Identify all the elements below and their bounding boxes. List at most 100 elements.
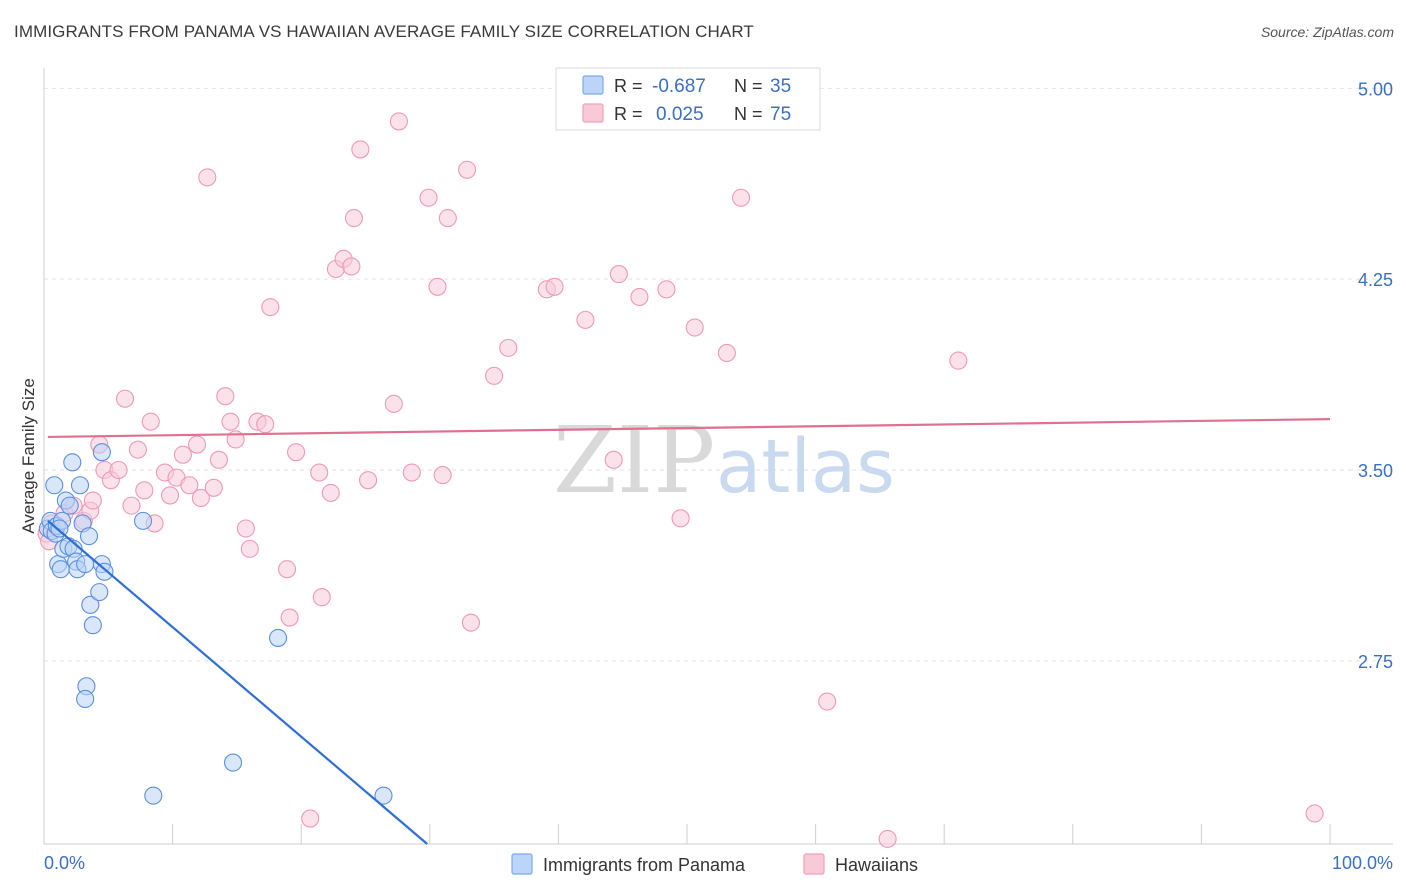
point-0-3: [45, 476, 64, 495]
point-0-28: [95, 562, 114, 581]
point-1-47: [359, 471, 378, 490]
point-1-65: [657, 280, 676, 299]
point-1-26: [209, 450, 228, 469]
point-0-25: [90, 583, 109, 602]
legend-r-label-panama: R =: [614, 76, 643, 96]
point-1-21: [180, 476, 199, 495]
series-0-points: [38, 443, 393, 805]
y-tick-label-0: 2.75: [1358, 652, 1393, 672]
point-1-70: [818, 692, 837, 711]
data-points: [37, 112, 1324, 848]
legend-r-label-hawaiians: R =: [614, 104, 643, 124]
y-tick-labels: 2.75 3.50 4.25 5.00: [1358, 79, 1393, 671]
point-1-45: [344, 209, 363, 228]
point-1-56: [461, 613, 481, 632]
point-1-30: [236, 519, 255, 538]
point-1-11: [115, 389, 135, 408]
bottom-legend-label-panama: Immigrants from Panama: [543, 855, 746, 875]
watermark: ZIP atlas: [553, 407, 895, 514]
point-0-29: [133, 511, 153, 530]
y-tick-label-1: 3.50: [1358, 461, 1393, 481]
point-1-41: [321, 483, 340, 502]
point-1-38: [301, 809, 320, 828]
axes: [43, 68, 1393, 845]
point-1-69: [731, 188, 751, 207]
legend-n-value-hawaiians: 75: [770, 104, 791, 125]
point-1-23: [191, 488, 210, 508]
point-1-35: [278, 560, 297, 579]
point-1-20: [173, 445, 192, 464]
gridlines: [44, 87, 1393, 662]
point-0-22: [79, 527, 99, 546]
point-1-49: [389, 112, 408, 131]
point-1-36: [280, 608, 299, 627]
point-0-32: [269, 628, 288, 647]
point-1-60: [545, 277, 564, 296]
point-0-13: [63, 453, 82, 472]
point-1-44: [342, 257, 361, 276]
point-1-54: [438, 209, 457, 228]
point-1-58: [499, 338, 518, 357]
y-tick-label-2: 4.25: [1358, 270, 1393, 290]
point-1-6: [83, 491, 102, 510]
point-0-7: [51, 560, 70, 579]
point-1-14: [135, 481, 154, 500]
point-1-34: [261, 298, 280, 317]
point-1-24: [198, 168, 217, 187]
legend-swatch-hawaiians: [582, 103, 604, 123]
point-1-15: [141, 412, 160, 431]
point-0-23: [81, 595, 100, 614]
x-tick-labels: 0.0% 100.0%: [44, 853, 1393, 873]
point-1-62: [604, 450, 623, 469]
point-1-55: [458, 160, 477, 179]
point-1-64: [630, 287, 649, 307]
point-1-51: [419, 188, 438, 207]
x-tick-label-0: 0.0%: [44, 853, 85, 873]
watermark-zip: ZIP: [553, 407, 715, 514]
point-0-31: [223, 753, 243, 772]
point-1-33: [256, 415, 275, 434]
legend-n-value-panama: 35: [770, 76, 791, 97]
series-legend: Immigrants from Panama Hawaiians: [511, 853, 918, 875]
point-1-52: [428, 277, 447, 296]
point-1-31: [240, 539, 259, 558]
y-tick-label-3: 5.00: [1358, 79, 1393, 99]
source-credit: Source: ZipAtlas.com: [1260, 24, 1394, 40]
point-1-71: [878, 829, 897, 848]
bottom-legend-label-hawaiians: Hawaiians: [835, 855, 918, 875]
point-1-22: [187, 435, 207, 454]
chart-title: IMMIGRANTS FROM PANAMA VS HAWAIIAN AVERA…: [14, 22, 754, 41]
point-0-30: [144, 786, 163, 805]
point-1-67: [685, 318, 704, 337]
point-1-63: [609, 265, 628, 284]
point-1-39: [310, 463, 329, 482]
point-1-68: [717, 343, 736, 363]
legend-r-value-hawaiians: 0.025: [656, 104, 704, 125]
point-0-24: [83, 616, 102, 635]
point-1-10: [109, 460, 128, 480]
point-1-27: [216, 387, 235, 406]
point-1-18: [160, 486, 180, 505]
point-1-40: [312, 588, 331, 607]
point-0-26: [92, 443, 111, 462]
point-1-72: [949, 351, 968, 370]
point-0-12: [60, 496, 79, 515]
trend-line-0: [47, 520, 428, 845]
point-1-46: [351, 140, 370, 159]
point-0-33: [374, 786, 393, 805]
x-tick-label-1: 100.0%: [1332, 853, 1393, 873]
point-1-61: [576, 310, 595, 329]
point-1-25: [204, 478, 223, 497]
point-0-17: [70, 476, 90, 495]
point-1-53: [433, 466, 452, 485]
point-1-28: [221, 412, 240, 431]
legend-n-label-hawaiians: N =: [734, 104, 763, 124]
watermark-atlas: atlas: [716, 424, 895, 510]
point-0-34: [50, 519, 69, 538]
y-axis-label: Average Family Size: [19, 378, 38, 534]
bottom-legend-swatch-panama: [511, 853, 533, 875]
point-0-21: [76, 689, 95, 709]
point-1-48: [384, 394, 403, 413]
point-1-66: [671, 509, 690, 528]
